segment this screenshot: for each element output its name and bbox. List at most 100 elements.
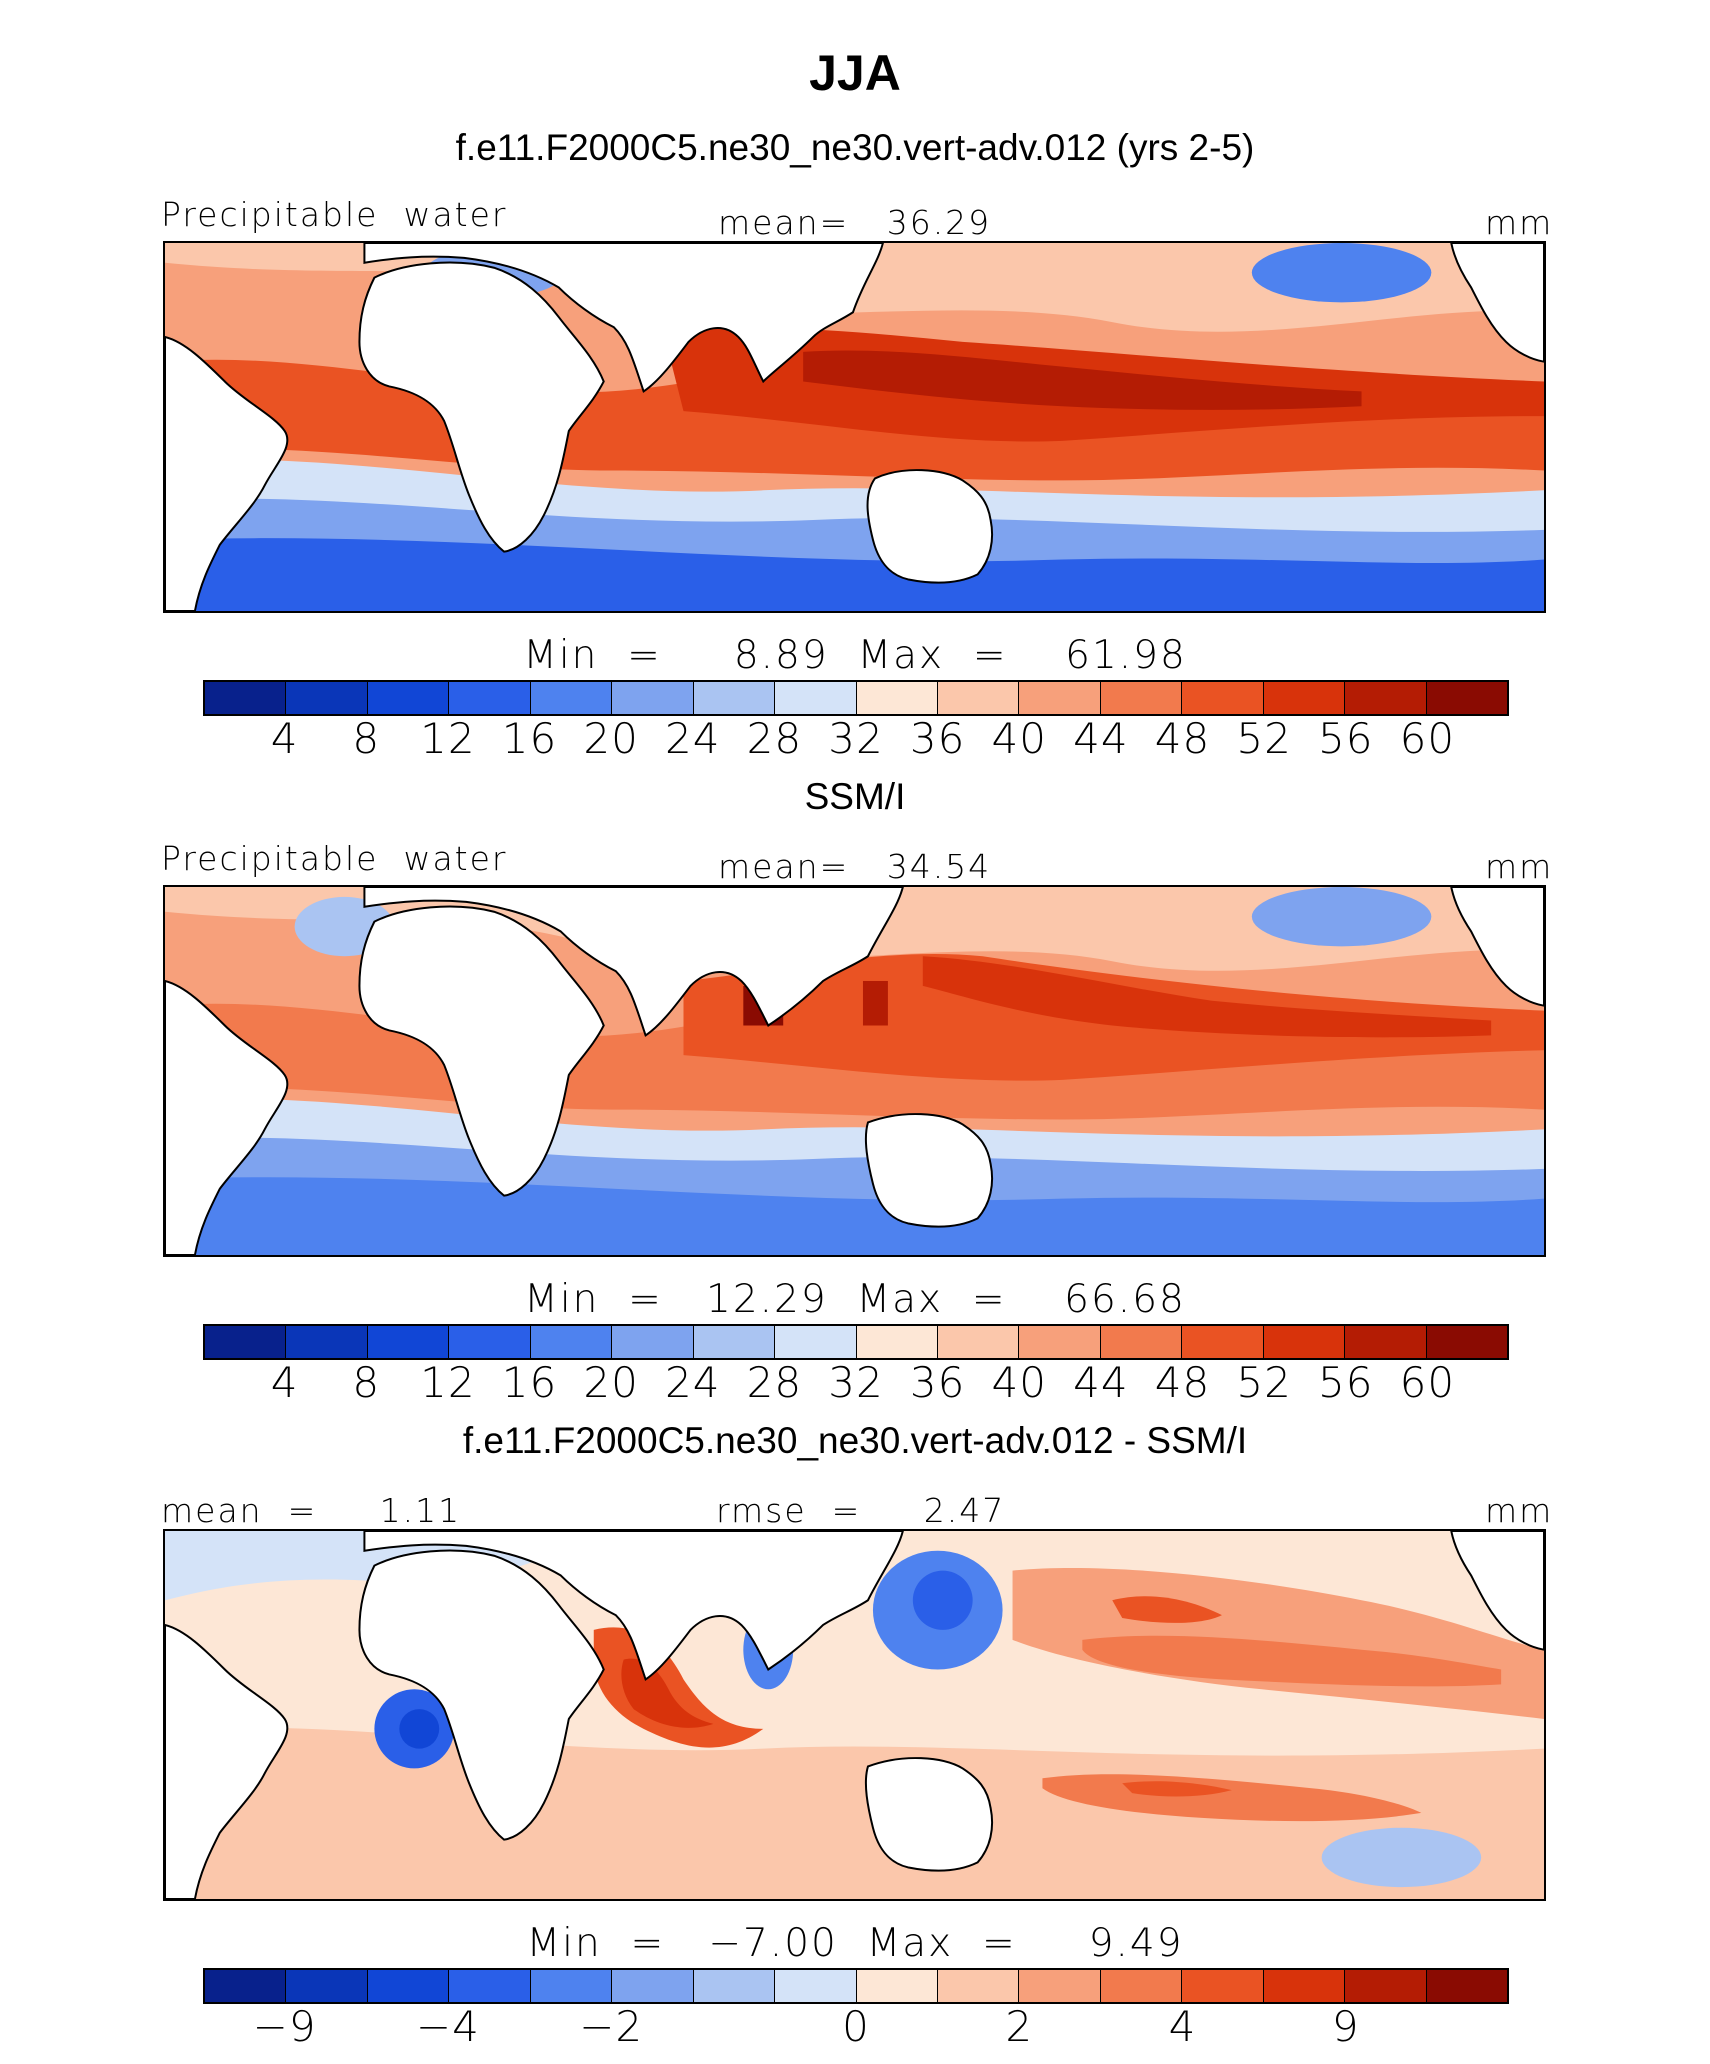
colorbar-swatch (775, 682, 857, 714)
land-eurasia (363, 1531, 904, 1681)
colorbar-swatch (693, 1970, 776, 2002)
colorbar-tick-label: 36 (909, 1358, 966, 1407)
land-masses (165, 1531, 1544, 1899)
colorbar-tick-label: −9 (252, 2002, 317, 2051)
panel-3-rmse-label: rmse = 2.47 (716, 1491, 1006, 1530)
colorbar-tick-label: 8 (352, 714, 381, 763)
land-africa (358, 261, 605, 553)
colorbar-tick-label: 32 (828, 714, 884, 763)
patch-north-pacific-dry (1251, 887, 1432, 947)
colorbar-tick-label: 8 (352, 1358, 381, 1407)
panel-2-title: SSM/I (804, 776, 906, 817)
colorbar-tick-label: 36 (909, 714, 966, 763)
colorbar-tick-label: 12 (420, 714, 476, 763)
colorbar-swatch (1019, 1970, 1101, 2002)
colorbar-swatch (856, 1970, 938, 2002)
colorbar-swatch (530, 1970, 613, 2002)
colorbar-swatch (1263, 682, 1346, 714)
band-south-dry (165, 1177, 1544, 1255)
patch-gulf-of-guinea-core (399, 1709, 440, 1749)
panel-3-map (163, 1529, 1546, 1901)
colorbar-tick-label: 12 (420, 1358, 476, 1407)
colorbar-swatch (612, 1970, 694, 2002)
panel-3-colorbar (203, 1968, 1509, 2004)
colorbar-tick-label: 40 (991, 714, 1047, 763)
colorbar-tick-label: 28 (746, 714, 803, 763)
panel-1-units-label: mm (1485, 203, 1554, 242)
colorbar-swatch (286, 682, 368, 714)
land-australia (866, 469, 994, 584)
patch-pacific-south-hot (1122, 1781, 1232, 1797)
land-south-america (165, 979, 289, 1255)
colorbar-swatch (367, 1970, 450, 2002)
colorbar-tick-label: 52 (1236, 714, 1292, 763)
colorbar-tick-label: 52 (1236, 1358, 1292, 1407)
colorbar-swatch (367, 682, 450, 714)
patch-philippines-max (862, 980, 888, 1026)
panel-3-units-label: mm (1485, 1491, 1554, 1530)
colorbar-tick-label: 32 (828, 1358, 884, 1407)
colorbar-tick-label: 20 (583, 1358, 639, 1407)
patch-pacific-north-hot (1112, 1596, 1222, 1623)
band-wet-max (803, 350, 1362, 410)
panel-1-map (163, 241, 1546, 613)
colorbar-swatch (286, 1326, 368, 1358)
panel-3-field (165, 1531, 1544, 1899)
land-australia (864, 1757, 994, 1872)
colorbar-swatch (1263, 1970, 1346, 2002)
colorbar-tick-label: 4 (1168, 2002, 1197, 2051)
colorbar-swatch (937, 1326, 1020, 1358)
colorbar-swatch (1426, 682, 1507, 714)
colorbar-swatch (1345, 682, 1427, 714)
band-south-dry (165, 538, 1544, 611)
land-africa (358, 1549, 605, 1841)
colorbar-swatch (1019, 682, 1101, 714)
panel-2-field (165, 887, 1544, 1255)
colorbar-swatch (1426, 1326, 1507, 1358)
panel-1-minmax: Min = 8.89 Max = 61.98 (523, 633, 1187, 678)
band-pacific-north-core (1082, 1635, 1502, 1687)
land-masses (165, 887, 1544, 1255)
panel-1-mean-label: mean= 36.29 (718, 203, 992, 242)
figure-title: JJA (809, 45, 901, 101)
colorbar-swatch (1345, 1970, 1427, 2002)
colorbar-swatch (1345, 1326, 1427, 1358)
panel-2-colorbar (203, 1324, 1509, 1360)
panel-3-minmax: Min = −7.00 Max = 9.49 (526, 1921, 1184, 1966)
colorbar-tick-label: 24 (665, 714, 721, 763)
panel-3-title: f.e11.F2000C5.ne30_ne30.vert-adv.012 - S… (462, 1420, 1248, 1461)
colorbar-swatch (775, 1326, 857, 1358)
colorbar-tick-label: 56 (1318, 1358, 1374, 1407)
colorbar-tick-label: 44 (1073, 1358, 1129, 1407)
patch-south-pacific-dry (1321, 1827, 1482, 1888)
colorbar-tick-label: 16 (501, 1358, 558, 1407)
panel-2-map (163, 885, 1546, 1257)
colorbar-tick-label: 0 (842, 2002, 870, 2051)
colorbar-swatch (449, 1970, 531, 2002)
panel-1-colorbar-ticks: 4 8 12 16 20 24 28 32 36 40 44 48 52 56 60 (203, 714, 1509, 764)
colorbar-swatch (856, 682, 938, 714)
colorbar-tick-label: 56 (1318, 714, 1374, 763)
colorbar-swatch (205, 1970, 287, 2002)
colorbar-tick-label: 60 (1399, 1358, 1456, 1407)
patch-philippine-sea-core (912, 1570, 973, 1630)
colorbar-tick-label: 24 (665, 1358, 721, 1407)
colorbar-tick-label: 4 (270, 714, 299, 763)
colorbar-tick-label: 20 (583, 714, 639, 763)
colorbar-swatch (1182, 1326, 1264, 1358)
panel-2-minmax: Min = 12.29 Max = 66.68 (524, 1277, 1186, 1322)
patch-north-pacific-dry (1251, 243, 1432, 303)
panel-3-colorbar-ticks: −9 −4 −2 0 2 4 9 (203, 2002, 1509, 2052)
land-africa (358, 905, 605, 1197)
colorbar-tick-label: 60 (1399, 714, 1456, 763)
colorbar-swatch (937, 1970, 1020, 2002)
colorbar-swatch (286, 1970, 368, 2002)
colorbar-tick-label: 44 (1073, 714, 1129, 763)
colorbar-tick-label: 48 (1154, 714, 1211, 763)
panel-3-mean-label: mean = 1.11 (161, 1491, 462, 1530)
colorbar-swatch (530, 682, 613, 714)
land-eurasia (363, 887, 904, 1037)
colorbar-tick-label: 9 (1331, 2002, 1360, 2051)
panel-1-variable-label: Precipitable water (161, 195, 508, 234)
colorbar-tick-label: 4 (270, 1358, 299, 1407)
